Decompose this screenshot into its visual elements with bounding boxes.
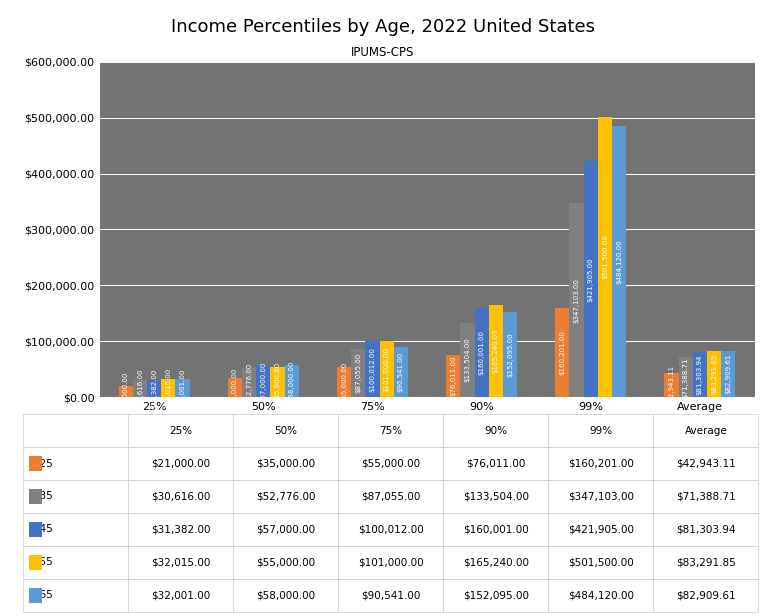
- Bar: [162, 379, 175, 397]
- Bar: [584, 161, 598, 397]
- Bar: [270, 367, 285, 397]
- Bar: [147, 379, 162, 397]
- Text: $160,201.00: $160,201.00: [559, 330, 565, 375]
- Text: $347,103.00: $347,103.00: [574, 278, 580, 323]
- Bar: [503, 312, 517, 397]
- Text: IPUMS-CPS: IPUMS-CPS: [352, 46, 414, 59]
- Text: $133,504.00: $133,504.00: [464, 338, 470, 383]
- Bar: [489, 305, 503, 397]
- Text: $152,095.00: $152,095.00: [507, 333, 513, 377]
- Bar: [175, 379, 190, 397]
- Text: $71,388.71: $71,388.71: [683, 357, 689, 397]
- Text: Income Percentiles by Age, 2022 United States: Income Percentiles by Age, 2022 United S…: [171, 18, 595, 36]
- Text: $57,000.00: $57,000.00: [260, 361, 267, 402]
- Bar: [555, 307, 569, 397]
- Bar: [133, 380, 147, 397]
- Bar: [598, 116, 612, 397]
- Bar: [707, 351, 722, 397]
- Bar: [679, 357, 692, 397]
- Text: $83,291.85: $83,291.85: [711, 354, 717, 394]
- Bar: [446, 355, 460, 397]
- Bar: [380, 341, 394, 397]
- Text: $55,000.00: $55,000.00: [274, 362, 280, 402]
- Text: $32,015.00: $32,015.00: [165, 368, 172, 408]
- Bar: [256, 365, 270, 397]
- Text: $87,055.00: $87,055.00: [355, 353, 362, 393]
- Bar: [351, 349, 365, 397]
- Bar: [228, 378, 242, 397]
- Text: $100,012.00: $100,012.00: [369, 347, 375, 392]
- Text: $42,943.11: $42,943.11: [669, 365, 675, 405]
- Text: $55,000.00: $55,000.00: [341, 362, 347, 402]
- Bar: [285, 365, 299, 397]
- Bar: [394, 347, 408, 397]
- Bar: [612, 126, 627, 397]
- Text: $32,001.00: $32,001.00: [179, 368, 185, 408]
- Bar: [460, 323, 474, 397]
- Bar: [569, 203, 584, 397]
- Text: $90,541.00: $90,541.00: [398, 352, 404, 392]
- Text: $81,303.94: $81,303.94: [697, 354, 703, 395]
- Text: $30,616.00: $30,616.00: [137, 368, 143, 409]
- Text: $58,000.00: $58,000.00: [289, 361, 295, 401]
- Bar: [664, 373, 679, 397]
- Text: $21,000.00: $21,000.00: [123, 371, 129, 411]
- Text: $421,905.00: $421,905.00: [588, 257, 594, 302]
- Text: $484,120.00: $484,120.00: [616, 240, 622, 284]
- Bar: [365, 341, 380, 397]
- Bar: [722, 351, 735, 397]
- Text: $501,500.00: $501,500.00: [602, 235, 608, 280]
- Text: $31,382.00: $31,382.00: [151, 368, 157, 409]
- Bar: [119, 386, 133, 397]
- Text: $165,240.00: $165,240.00: [493, 329, 499, 373]
- Bar: [337, 367, 351, 397]
- Text: $52,776.00: $52,776.00: [246, 362, 252, 403]
- Text: $82,909.61: $82,909.61: [725, 354, 732, 394]
- Text: $101,000.00: $101,000.00: [384, 347, 390, 392]
- Text: $35,000.00: $35,000.00: [232, 367, 238, 408]
- Bar: [242, 368, 256, 397]
- Text: $76,011.00: $76,011.00: [450, 356, 457, 396]
- Bar: [474, 308, 489, 397]
- Bar: [692, 352, 707, 397]
- Text: $160,001.00: $160,001.00: [479, 330, 485, 375]
